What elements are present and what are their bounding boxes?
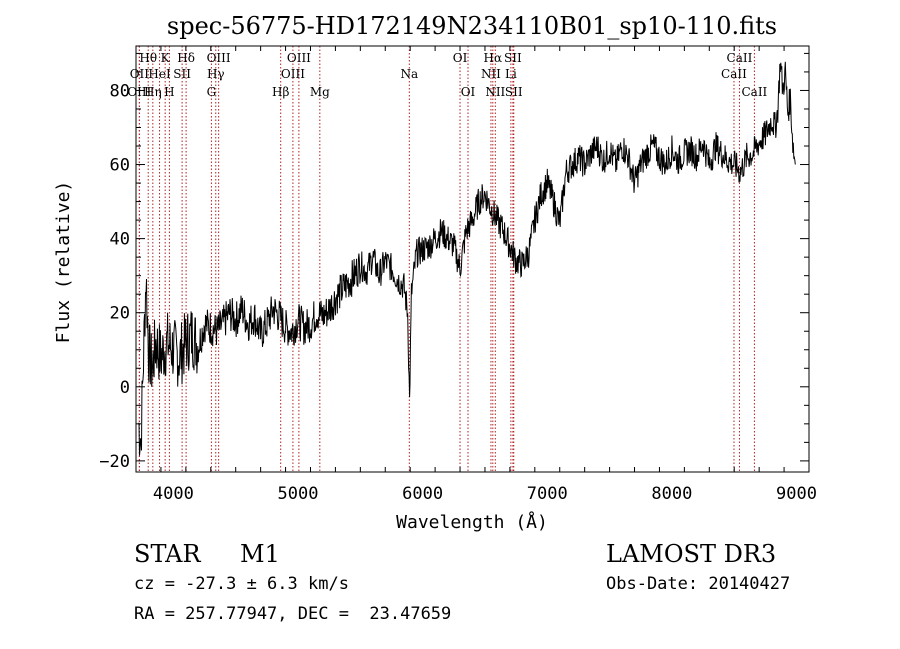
line-marker-label-9: OIII — [207, 51, 231, 65]
y-tick-label: 0 — [120, 378, 130, 398]
coordinates: RA = 257.77947, DEC = 23.47659 — [134, 604, 452, 624]
spectrum-line — [138, 61, 796, 456]
line-marker-label-0: Hθ — [139, 51, 157, 65]
line-marker-label-7: Hδ — [177, 51, 195, 65]
x-axis-label: Wavelength (Å) — [396, 511, 548, 533]
x-axis: 4000 5000 6000 7000 8000 9000 — [135, 46, 817, 504]
line-marker-label-17: OI — [453, 51, 468, 65]
x-tick-label: 8000 — [651, 484, 692, 504]
line-marker-label-3: K — [161, 51, 171, 65]
y-tick-label: 40 — [110, 230, 130, 250]
line-marker-label-14: Hβ — [272, 85, 289, 99]
line-marker-label-23: NII — [485, 85, 505, 99]
line-marker-label-25: CaII — [727, 51, 753, 65]
line-markers — [138, 46, 755, 472]
line-marker-label-2: OIII — [127, 85, 151, 99]
x-tick-label: 4000 — [153, 484, 194, 504]
radial-velocity: cz = -27.3 ± 6.3 km/s — [134, 574, 349, 594]
survey-name: LAMOST DR3 — [606, 540, 777, 568]
line-marker-label-6: H — [164, 85, 174, 99]
line-marker-label-11: G — [207, 85, 217, 99]
line-marker-labels: Hθ OII OIII K HeI Hη H Hδ SII OIII Hγ G OIII OIII Hβ Mg… — [127, 51, 767, 99]
object-subclass: M1 — [240, 540, 280, 568]
line-marker-label-16: Na — [400, 67, 418, 81]
line-marker-label-15: Mg — [310, 85, 330, 99]
y-axis-label: Flux (relative) — [53, 181, 74, 344]
line-marker-label-4: HeI — [148, 67, 171, 81]
line-marker-label-22: Li — [505, 67, 517, 81]
line-marker-label-27: CaII — [741, 85, 767, 99]
y-tick-label: 80 — [110, 81, 130, 101]
y-tick-label: 60 — [110, 156, 130, 176]
line-marker-label-5: Hη — [144, 85, 162, 99]
line-marker-label-1: OII — [130, 67, 150, 81]
line-marker-label-13: OIII — [281, 67, 305, 81]
spectrum-series — [138, 61, 796, 456]
line-marker-label-18: OI — [461, 85, 476, 99]
observation-date: Obs-Date: 20140427 — [606, 574, 791, 594]
line-marker-label-10: Hγ — [207, 67, 225, 81]
chart-title: spec-56775-HD172149N234110B01_sp10-110.f… — [167, 12, 777, 40]
x-tick-label: 5000 — [278, 484, 319, 504]
x-tick-label: 9000 — [776, 484, 817, 504]
plot-frame — [135, 45, 810, 473]
x-tick-label: 7000 — [527, 484, 568, 504]
line-marker-label-20: SII — [504, 51, 522, 65]
y-tick-label: 20 — [110, 304, 130, 324]
x-tick-label: 6000 — [402, 484, 443, 504]
line-marker-label-21: NII — [481, 67, 501, 81]
object-class: STAR — [134, 540, 201, 568]
line-marker-label-19: Hα — [484, 51, 503, 65]
line-marker-label-8: SII — [173, 67, 191, 81]
y-tick-label: −20 — [99, 452, 130, 472]
y-axis: −20 0 20 40 60 80 — [99, 52, 809, 472]
line-marker-label-24: SII — [505, 85, 523, 99]
line-marker-label-26: CaII — [721, 67, 747, 81]
line-marker-label-12: OIII — [287, 51, 311, 65]
